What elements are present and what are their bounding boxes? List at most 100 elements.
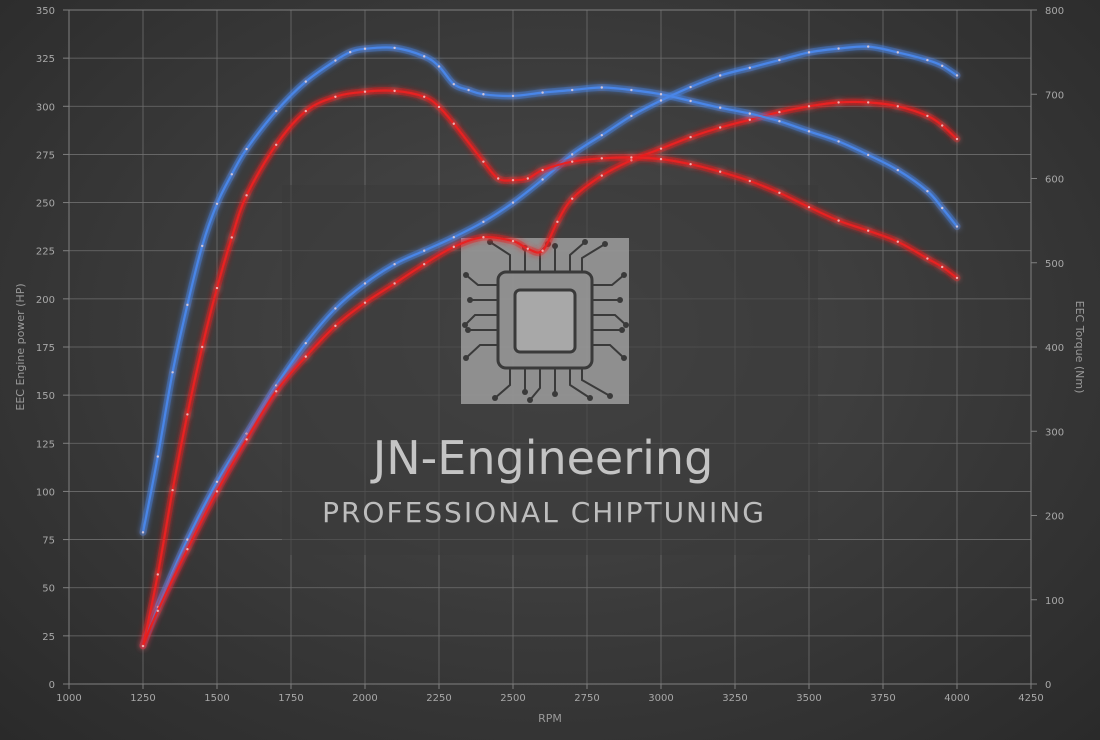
series-point: [926, 189, 929, 193]
series-point: [304, 355, 307, 358]
series-point: [807, 51, 811, 54]
series-point: [245, 194, 248, 197]
series-point: [141, 531, 145, 534]
series-point: [186, 303, 189, 307]
series-point: [719, 106, 722, 109]
series-point: [526, 177, 529, 180]
series-point: [896, 240, 899, 243]
series-point: [748, 118, 751, 121]
left-tick-label: 125: [36, 439, 55, 450]
series-point: [955, 225, 959, 228]
series-point: [482, 93, 485, 96]
series-point: [363, 282, 367, 285]
series-point: [630, 156, 633, 159]
series-point: [600, 86, 603, 89]
series-point: [452, 245, 455, 249]
right-tick-label: 300: [1045, 427, 1064, 438]
series-point: [837, 101, 840, 104]
x-tick-label: 2250: [426, 693, 451, 704]
series-point: [275, 143, 278, 146]
series-point: [245, 147, 248, 151]
left-tick-label: 325: [36, 54, 55, 65]
series-point: [541, 91, 544, 94]
x-axis-title: RPM: [538, 712, 562, 725]
series-point: [955, 137, 959, 141]
series-point: [452, 122, 455, 125]
right-tick-label: 100: [1045, 596, 1064, 607]
right-tick-label: 700: [1045, 90, 1064, 101]
left-tick-label: 75: [42, 536, 55, 547]
series-point: [497, 177, 500, 180]
series-point: [807, 205, 811, 209]
series-point: [778, 120, 781, 123]
series-point: [807, 130, 811, 133]
series-point: [186, 548, 189, 551]
x-tick-label: 2750: [574, 693, 599, 704]
series-point: [896, 51, 899, 54]
series-point: [778, 191, 781, 195]
series-point: [926, 114, 929, 118]
series-point: [452, 82, 455, 86]
series-point: [349, 50, 352, 54]
series-point: [941, 206, 944, 210]
left-axis-title: EEC Engine power (HP): [14, 283, 27, 410]
series-point: [837, 47, 840, 50]
left-tick-label: 50: [42, 584, 55, 595]
left-tick-label: 100: [36, 487, 55, 498]
series-point: [423, 55, 426, 58]
series-point: [215, 490, 219, 493]
series-point: [141, 644, 145, 648]
series-point: [393, 282, 396, 285]
left-tick-label: 150: [36, 391, 55, 402]
series-point: [215, 480, 219, 483]
series-point: [896, 105, 899, 108]
series-point: [778, 58, 781, 62]
series-point: [541, 168, 544, 172]
series-point: [867, 229, 870, 232]
series-point: [452, 236, 455, 239]
x-tick-label: 4250: [1018, 693, 1043, 704]
series-point: [837, 219, 840, 222]
series-point: [778, 110, 781, 114]
series-point: [600, 133, 603, 137]
right-tick-label: 200: [1045, 512, 1064, 523]
series-point: [201, 244, 204, 248]
x-tick-label: 3750: [870, 693, 895, 704]
series-point: [334, 307, 337, 310]
series-point: [659, 93, 663, 96]
right-tick-label: 0: [1045, 680, 1051, 691]
series-point: [659, 157, 663, 161]
series-point: [437, 65, 441, 68]
series-point: [748, 179, 751, 183]
series-point: [719, 126, 722, 129]
series-point: [334, 324, 337, 328]
series-point: [689, 162, 692, 166]
right-axis-title: EEC Torque (Nm): [1073, 301, 1086, 394]
series-point: [201, 345, 204, 349]
series-point: [748, 66, 751, 69]
series-point: [423, 95, 426, 98]
series-point: [807, 105, 811, 108]
series-point: [955, 276, 959, 280]
series-point: [837, 140, 840, 143]
series-point: [215, 202, 219, 205]
left-tick-label: 225: [36, 247, 55, 258]
series-point: [215, 286, 219, 290]
series-point: [571, 88, 574, 92]
series-point: [867, 153, 870, 157]
left-tick-label: 250: [36, 199, 55, 210]
series-point: [275, 390, 278, 393]
series-point: [393, 89, 396, 93]
series-point: [600, 174, 603, 177]
series-point: [437, 105, 441, 109]
series-point: [186, 413, 189, 416]
series-point: [600, 157, 603, 160]
left-tick-label: 25: [42, 632, 55, 643]
series-point: [689, 135, 692, 139]
series-point: [304, 341, 307, 345]
watermark: JN-Engineering PROFESSIONAL CHIPTUNING: [282, 185, 818, 555]
x-tick-label: 2500: [500, 693, 525, 704]
series-point: [334, 95, 337, 98]
